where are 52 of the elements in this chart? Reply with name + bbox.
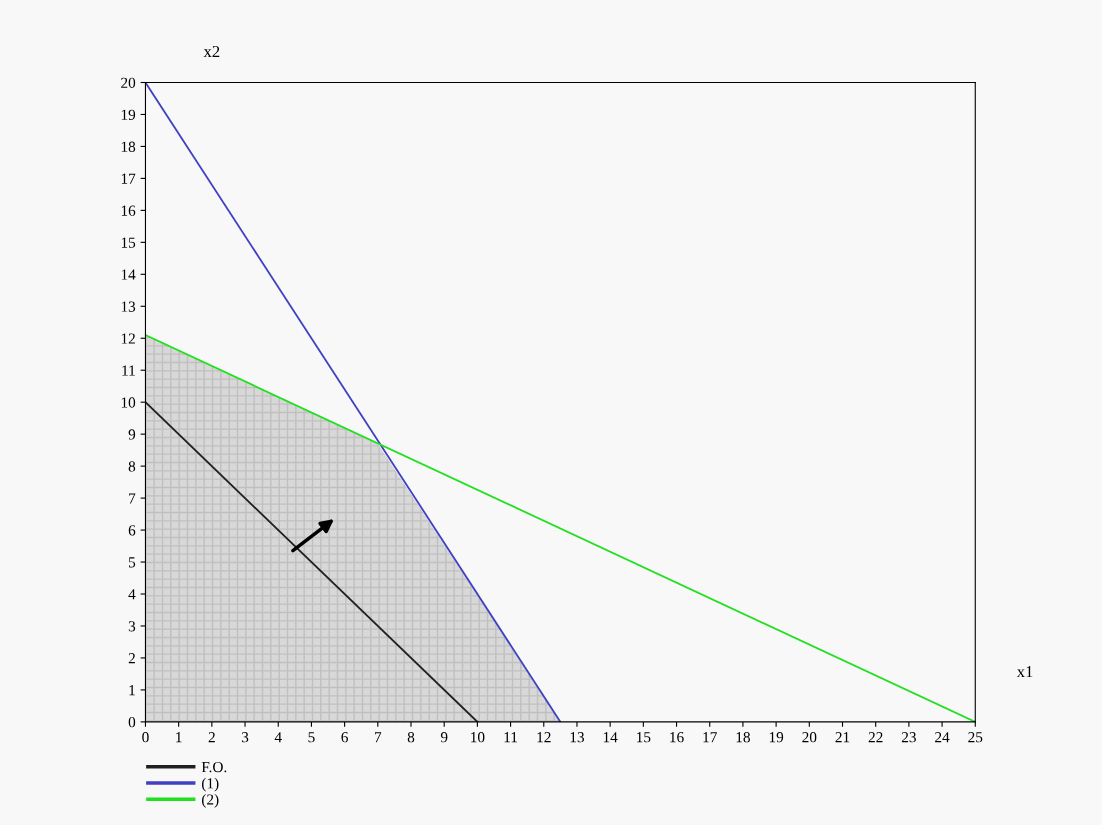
y-tick-label: 17 [121,173,136,184]
x-tick-label: 5 [308,732,315,743]
x-tick-label: 19 [769,732,784,743]
x-tick-label: 17 [703,732,717,743]
x-tick-label: 3 [241,732,249,743]
y-tick-label: 2 [128,653,135,664]
x-tick-label: 0 [142,732,149,743]
y-tick-label: 14 [121,269,136,280]
y-tick-label: 9 [128,429,136,440]
legend-label: (1) [202,777,219,792]
x-tick-label: 1 [176,732,182,743]
x-tick-label: 10 [471,732,485,743]
y-tick-label: 10 [121,397,136,408]
y-tick-label: 20 [121,77,136,88]
x-tick-label: 8 [407,732,415,743]
x-tick-label: 25 [968,732,983,743]
y-axis-title: x2 [203,45,220,57]
x-tick-label: 2 [208,732,215,743]
x-tick-label: 24 [935,732,950,743]
x-tick-label: 18 [736,732,750,743]
y-tick-label: 18 [121,141,136,152]
x-tick-label: 22 [868,732,883,743]
y-tick-label: 7 [129,493,136,504]
y-tick-label: 1 [129,685,135,696]
y-tick-label: 3 [128,621,136,632]
x-tick-label: 7 [375,732,382,743]
legend-label: F.O. [201,761,227,773]
x-axis-title: x1 [1016,666,1033,678]
y-tick-label: 15 [121,237,136,248]
y-tick-label: 0 [128,717,136,728]
x-tick-label: 4 [274,732,282,743]
x-tick-label: 15 [637,732,651,743]
x-tick-label: 6 [341,732,348,743]
x-tick-label: 13 [570,732,585,743]
x-tick-label: 20 [802,732,817,743]
y-tick-label: 6 [128,525,136,536]
y-tick-label: 13 [121,301,136,312]
x-tick-label: 16 [670,732,684,743]
x-tick-label: 14 [603,732,618,743]
y-tick-label: 16 [121,205,136,216]
y-tick-label: 19 [121,109,136,120]
x-tick-label: 23 [901,732,916,743]
x-tick-label: 21 [835,732,850,743]
y-tick-label: 12 [121,333,135,344]
y-tick-label: 4 [128,589,136,600]
x-tick-label: 9 [440,732,448,743]
x-tick-label: 12 [537,732,551,743]
y-tick-label: 5 [128,557,136,568]
y-tick-label: 8 [128,461,136,472]
y-tick-label: 11 [122,365,135,376]
legend-label: (2) [202,793,219,808]
x-tick-label: 11 [504,732,518,743]
